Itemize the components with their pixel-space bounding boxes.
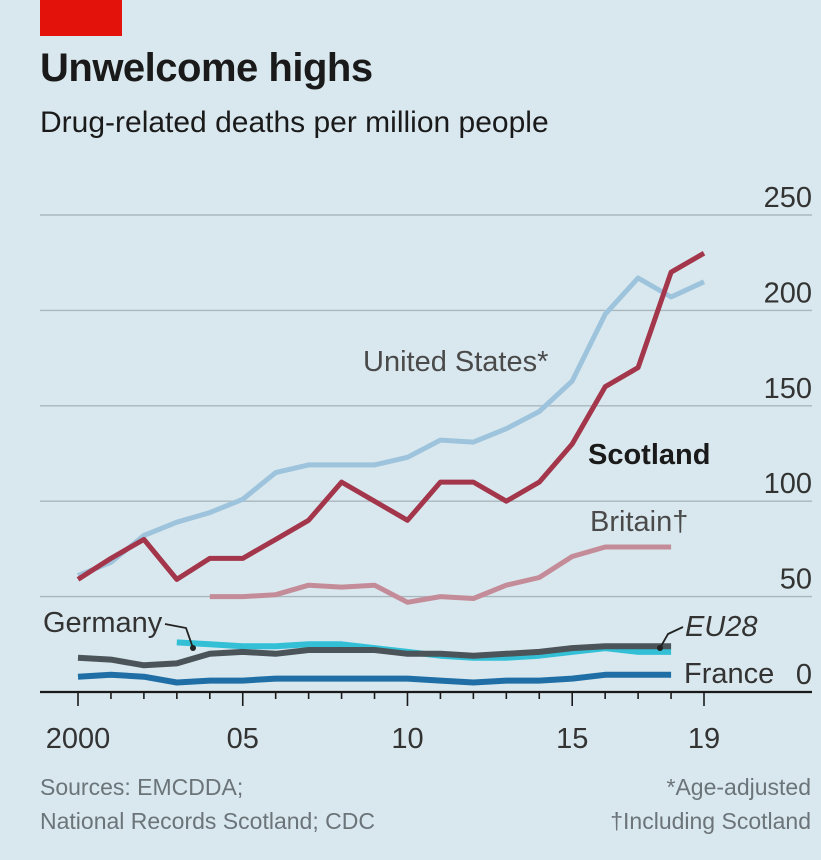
footnote-including-scotland: †Including Scotland — [610, 808, 811, 834]
eu28-leader-dot — [657, 645, 663, 651]
y-tick-label-250: 250 — [764, 182, 812, 214]
y-tick-labels: 0 50 100 150 200 250 — [764, 182, 812, 691]
x-tick-label-2005: 05 — [227, 723, 259, 755]
germany-leader-dot — [190, 645, 196, 651]
gridlines — [40, 214, 812, 598]
y-tick-label-150: 150 — [764, 373, 812, 405]
y-tick-label-50: 50 — [780, 564, 812, 596]
series-label-scotland: Scotland — [588, 439, 710, 471]
series-label-united-states: United States* — [363, 346, 548, 378]
sources-line-1: Sources: EMCDDA; — [40, 774, 244, 800]
x-tick-label-2015: 15 — [556, 723, 588, 755]
series-label-france: France — [684, 658, 774, 690]
sources-line-2: National Records Scotland; CDC — [40, 808, 375, 834]
series-lines — [76, 251, 706, 686]
chart-title: Unwelcome highs — [40, 46, 373, 90]
y-tick-label-0: 0 — [796, 659, 812, 691]
footnote-age-adjusted: *Age-adjusted — [666, 774, 812, 800]
germany-leader-line — [164, 623, 194, 649]
x-tick-labels: 2000 05 10 15 19 — [46, 723, 720, 755]
series-line-scotland — [76, 251, 706, 582]
series-labels: United States* Scotland Britain† Germany… — [43, 346, 774, 690]
series-label-eu28: EU28 — [685, 611, 758, 643]
y-tick-label-200: 200 — [764, 277, 812, 309]
series-line-united-states — [77, 275, 706, 578]
series-label-britain: Britain† — [590, 506, 688, 538]
x-tick-label-2010: 10 — [391, 723, 423, 755]
y-tick-label-100: 100 — [764, 468, 812, 500]
series-line-france — [77, 671, 672, 686]
series-label-germany: Germany — [43, 607, 163, 639]
x-tick-label-2000: 2000 — [46, 723, 111, 755]
sources-note: Sources: EMCDDA; National Records Scotla… — [40, 770, 375, 838]
accent-tag — [40, 0, 122, 36]
series-line-britain — [209, 544, 672, 605]
series-line-eu28 — [77, 643, 672, 669]
footnotes: *Age-adjusted †Including Scotland — [610, 770, 811, 838]
x-axis — [40, 690, 812, 706]
x-tick-label-2019: 19 — [688, 723, 720, 755]
chart-subtitle: Drug-related deaths per million people — [40, 106, 549, 139]
eu28-leader-line — [659, 626, 684, 649]
